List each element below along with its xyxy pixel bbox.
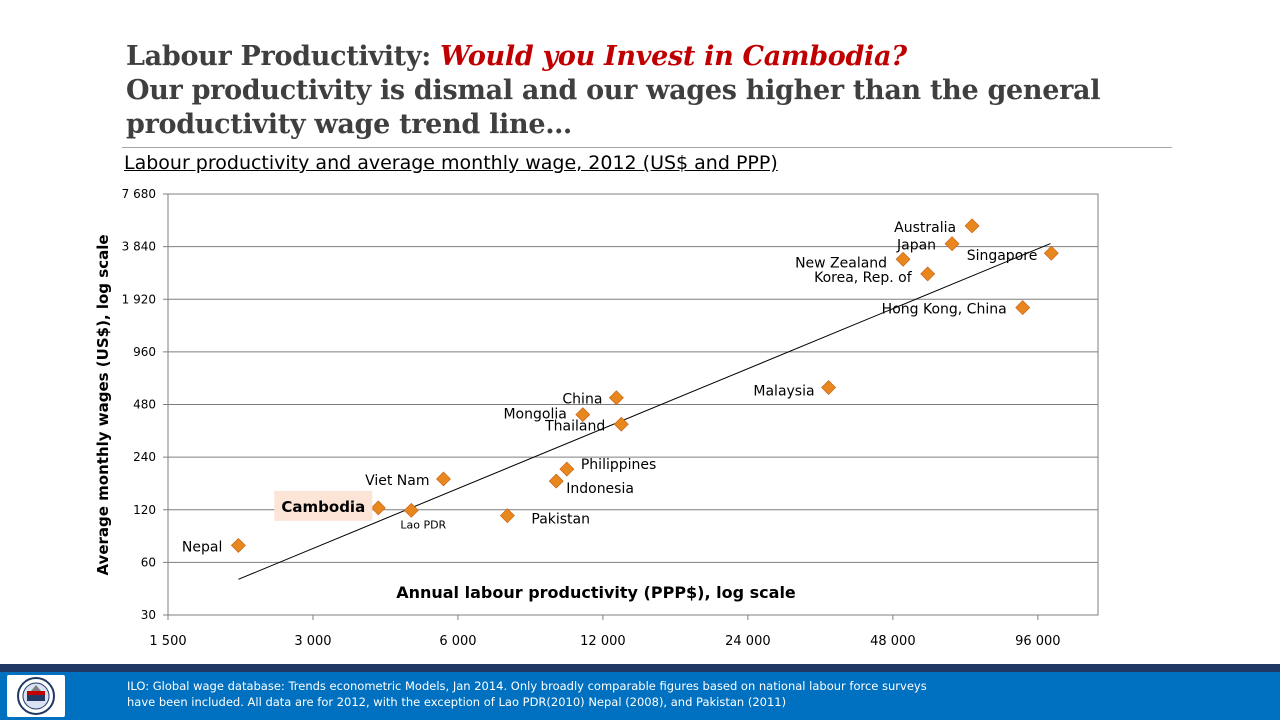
data-label: New Zealand (795, 255, 887, 271)
data-label: China (562, 392, 602, 408)
data-label: Mongolia (503, 407, 566, 423)
data-point (964, 218, 980, 234)
organization-seal-icon (7, 675, 65, 717)
x-tick-label: 24 000 (725, 634, 771, 649)
data-label: Pakistan (531, 512, 590, 528)
y-tick-label: 30 (141, 608, 156, 622)
data-label: Nepal (182, 539, 222, 555)
page-title: Labour Productivity: Would you Invest in… (126, 40, 1186, 142)
data-point (230, 538, 246, 553)
data-point (944, 236, 960, 252)
data-label: Hong Kong, China (882, 302, 1007, 318)
data-point (920, 266, 936, 282)
x-tick-label: 1 500 (149, 634, 186, 649)
data-point (499, 508, 515, 524)
y-tick-label: 3 840 (122, 240, 156, 254)
y-tick-label: 60 (141, 555, 156, 569)
footer: ILO: Global wage database: Trends econom… (0, 664, 1280, 720)
x-tick-label: 12 000 (580, 634, 626, 649)
data-point (370, 500, 386, 516)
data-label: Viet Nam (365, 473, 429, 489)
data-label: Japan (896, 238, 936, 254)
title-line-1: Labour Productivity: Would you Invest in… (126, 40, 1186, 74)
x-tick-label: 48 000 (870, 634, 916, 649)
trend-line (238, 243, 1051, 580)
data-point (575, 407, 591, 423)
y-tick-label: 1 920 (122, 292, 156, 306)
data-point (559, 461, 575, 477)
data-label: Indonesia (566, 481, 634, 497)
title-line-2: Our productivity is dismal and our wages… (126, 75, 1101, 140)
data-label-highlight: Cambodia (281, 498, 365, 516)
y-tick-label: 120 (133, 503, 156, 517)
data-point (608, 390, 624, 406)
title-divider (122, 147, 1172, 148)
data-label: Australia (894, 220, 956, 236)
data-point (436, 471, 451, 487)
title-highlight: Would you Invest in Cambodia? (440, 41, 907, 72)
y-axis-title: Average monthly wages (US$), log scale (94, 234, 112, 575)
data-label: Lao PDR (400, 518, 446, 531)
data-point (821, 380, 837, 395)
y-tick-label: 240 (133, 450, 156, 464)
x-tick-label: 3 000 (294, 634, 331, 649)
highlight-label-box (274, 490, 373, 521)
data-point (548, 473, 564, 489)
x-axis-title: Annual labour productivity (PPP$), log s… (396, 583, 796, 602)
footer-top-bar (0, 664, 1280, 672)
data-label: Malaysia (753, 384, 814, 400)
data-point (1043, 245, 1059, 261)
data-point (403, 502, 419, 518)
x-tick-label: 96 000 (1015, 634, 1061, 649)
scatter-chart: 30 60 120 240 480 960 1 920 3 840 7 680 1 500 3 00… (94, 187, 1099, 649)
data-label: Thailand (544, 418, 605, 434)
data-point (1015, 300, 1031, 316)
title-prefix: Labour Productivity: (126, 41, 431, 72)
data-label: Korea, Rep. of (814, 270, 913, 286)
chart-title: Labour productivity and average monthly … (124, 152, 778, 174)
data-label: Singapore (967, 248, 1038, 264)
source-note: ILO: Global wage database: Trends econom… (127, 679, 927, 709)
x-tick-label: 6 000 (439, 634, 476, 649)
data-point (613, 416, 629, 432)
data-point (895, 251, 911, 267)
data-label: Philippines (581, 457, 656, 473)
y-tick-label: 480 (133, 398, 156, 412)
y-tick-label: 960 (133, 345, 156, 359)
y-tick-label: 7 680 (122, 187, 156, 201)
